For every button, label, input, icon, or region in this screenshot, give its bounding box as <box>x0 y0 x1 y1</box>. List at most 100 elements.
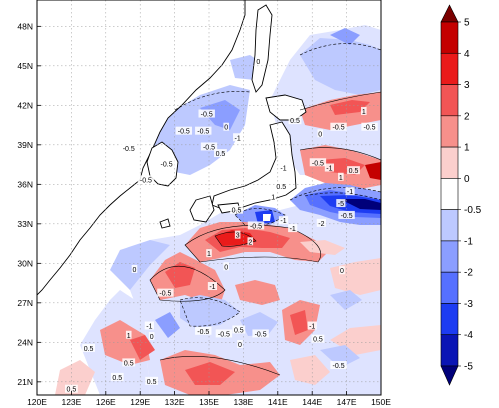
contour-label-bg-30 <box>230 205 243 214</box>
anomaly-negative-kuril <box>300 38 381 95</box>
colorbar-swatch-3 <box>440 84 459 117</box>
contour-label-bg-51 <box>145 376 159 385</box>
contour-label-bg-15 <box>288 116 302 125</box>
colorbar-label-1: 4 <box>464 49 470 60</box>
lat-tick-label-9: 48N <box>17 21 33 31</box>
contour-label-46: 1 <box>127 333 131 340</box>
contour-label-bg-27 <box>255 56 262 65</box>
contour-label-29: 0.5 <box>216 151 226 158</box>
contour-label-bg-28 <box>198 109 215 118</box>
lat-tick-label-5: 36N <box>17 179 33 189</box>
contour-label-13: -0.5 <box>333 125 345 132</box>
contour-label-23: -0.5 <box>123 146 135 153</box>
contour-label-31: 1 <box>207 251 211 258</box>
contour-label-bg-13 <box>330 122 347 131</box>
contour-label-bg-44 <box>307 321 317 330</box>
contour-label-16: 0 <box>318 131 322 138</box>
contour-label-36: -1 <box>146 324 152 331</box>
kyushu <box>189 195 215 223</box>
lon-tick-label-8: 144E <box>302 397 322 407</box>
contour-label-30: 0.5 <box>232 208 242 215</box>
contour-label-17: -1 <box>326 166 332 173</box>
lon-tick-label-2: 126E <box>96 397 116 407</box>
contour-positive-kuroshio-core <box>214 231 257 247</box>
contour-label-bg-10 <box>274 181 288 190</box>
contour-label-bg-38 <box>195 326 212 335</box>
contour-label-8: -0.5 <box>312 160 324 167</box>
contour-label-bg-25 <box>137 175 155 184</box>
contour-label-53: 1 <box>362 109 366 116</box>
contour-label-bg-40 <box>232 325 246 334</box>
colorbar-label-4: 1 <box>464 143 470 154</box>
anomaly-positive-subtropical-central <box>235 280 280 305</box>
contour-negative-east-japan-inner <box>304 192 381 201</box>
anomaly-positive-subtropical-east-core <box>290 310 308 335</box>
contour-label-bg-46 <box>125 330 132 339</box>
contour-label-bg-9 <box>278 163 289 172</box>
contour-label-32: 0 <box>224 264 228 271</box>
contour-label-49: 0.5 <box>112 375 122 382</box>
lat-tick-label-1: 24N <box>17 337 33 347</box>
contour-label-27: 0 <box>256 59 260 66</box>
contour-label-26: -0.5 <box>203 144 215 151</box>
contour-label-bg-23 <box>120 143 137 152</box>
contour-label-33: -1 <box>209 284 215 291</box>
contour-label-52: 0 <box>340 268 344 275</box>
contour-label-bg-8 <box>309 158 327 167</box>
contour-label-12: -1 <box>280 218 286 225</box>
lon-tick-label-1: 123E <box>61 397 81 407</box>
colorbar-swatch-4 <box>440 115 459 148</box>
contour-label-bg-42 <box>252 329 269 338</box>
contour-label-10: 0.5 <box>276 184 286 191</box>
contour-label-21: 0 <box>224 125 228 132</box>
contour-label-14: -0.5 <box>364 125 376 132</box>
colorbar-swatch-6 <box>440 178 459 210</box>
colorbar-label-7: -1 <box>464 236 473 247</box>
contour-label-bg-12 <box>278 216 289 225</box>
contour-label-bg-20 <box>175 126 192 135</box>
contour-label-bg-34 <box>157 288 174 297</box>
anomaly-negative-subtropical-3 <box>155 312 180 338</box>
anomaly-neutral-spot <box>263 214 271 221</box>
contour-label-bg-32 <box>223 262 229 271</box>
contour-label-25: -0.5 <box>140 177 152 184</box>
contour-label-4: -2 <box>318 221 324 228</box>
hokkaido <box>265 94 307 121</box>
colorbar-swatch-9 <box>440 271 459 304</box>
contour-label-40: 0.5 <box>234 327 244 334</box>
colorbar-swatch-2 <box>440 52 459 85</box>
contour-label-bg-6 <box>345 187 355 196</box>
contour-label-28: -0.5 <box>201 112 213 119</box>
lon-tick-label-3: 129E <box>130 397 150 407</box>
contour-label-bg-29 <box>214 149 227 158</box>
sakhalin <box>251 4 273 93</box>
contour-positive-subtropical-west <box>149 265 226 302</box>
contour-label-bg-47 <box>122 358 136 367</box>
contour-label-6: -1 <box>347 189 353 196</box>
contour-label-bg-31 <box>206 249 212 258</box>
contour-label-bg-36 <box>144 321 154 330</box>
contour-label-bg-41 <box>237 339 243 348</box>
contour-negative-kuril <box>299 43 381 56</box>
lat-tick-label-7: 42N <box>17 100 33 110</box>
contour-label-43: 0.5 <box>313 337 323 344</box>
colorbar-swatch-8 <box>440 240 459 273</box>
colorbar-swatch-5 <box>440 146 459 179</box>
contour-label-45: -0.5 <box>333 363 345 370</box>
contour-label-7: 1 <box>339 175 343 182</box>
contour-positive-kuroshio <box>184 224 322 263</box>
contour-labels: 32-0.5 -1-2-5-11-0.5-10.51-1-0.5 -0.50.50-… <box>65 56 378 394</box>
anomaly-weak-positive-south-east-edge <box>290 355 330 385</box>
colorbar-swatch-0 <box>440 4 459 23</box>
contour-label-bg-7 <box>338 172 344 181</box>
contour-label-bg-48 <box>82 343 95 352</box>
contour-label-41: 0 <box>238 342 242 349</box>
anomaly-negative-southeast <box>320 345 360 368</box>
anomaly-extreme-negative-core <box>340 199 381 210</box>
contour-label-bg-11 <box>270 192 277 201</box>
anomaly-negative-sea-of-japan-core <box>200 100 240 130</box>
contour-label-5: -5 <box>338 201 344 208</box>
contour-label-bg-52 <box>339 266 345 275</box>
colorbar: 5 4 3 2 1 0 -0.5 -1 -2 -3 -4 -5 <box>440 4 482 386</box>
